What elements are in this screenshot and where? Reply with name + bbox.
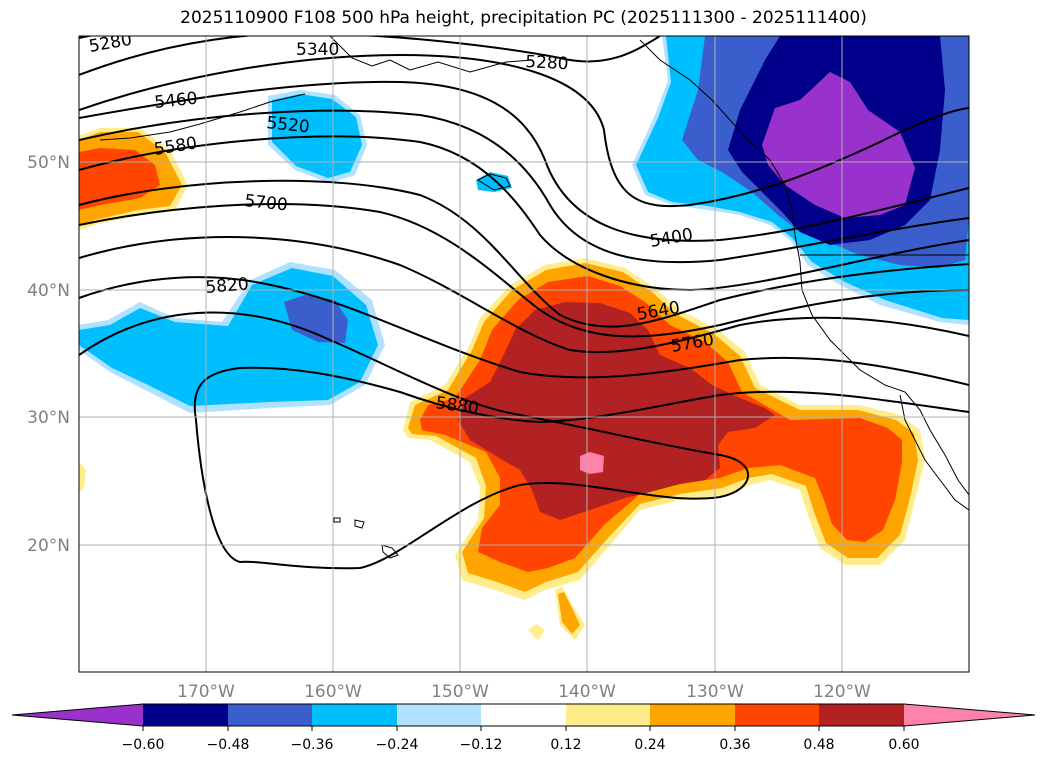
colorbar-label-9: 0.48 xyxy=(803,737,834,753)
colorbar-segment-9 xyxy=(819,704,904,726)
lon-label-140w: 140°W xyxy=(558,682,616,702)
graticule xyxy=(79,36,969,672)
contour-5580 xyxy=(79,135,969,292)
colorbar-extend-low xyxy=(12,704,143,726)
contour-label-5580: 5580 xyxy=(153,133,199,160)
lon-label-160w: 160°W xyxy=(304,682,362,702)
contour-labels: 5280 5340 5280 5460 5520 5580 5700 5400 … xyxy=(87,30,715,419)
contour-label-5280-east: 5280 xyxy=(525,52,569,74)
shade-pos-red-nw xyxy=(79,148,160,210)
coast-island-mid xyxy=(476,173,511,191)
coast-hawaii-2 xyxy=(354,519,365,529)
lat-label-50n: 50°N xyxy=(27,153,70,173)
shade-pos-yellow-edge xyxy=(79,462,86,492)
colorbar-ticks xyxy=(142,726,905,731)
contour-label-5820: 5820 xyxy=(205,274,250,298)
coast-aleutians xyxy=(99,93,306,141)
positive-anomaly-shading xyxy=(79,128,925,640)
contour-5700 xyxy=(79,203,969,338)
contour-5400 xyxy=(79,53,969,208)
colorbar-segment-1 xyxy=(143,704,228,726)
lat-label-40n: 40°N xyxy=(27,281,70,301)
lat-label-30n: 30°N xyxy=(27,408,70,428)
contour-5460 xyxy=(79,80,969,242)
colorbar-segment-8 xyxy=(735,704,819,726)
lon-label-150w: 150°W xyxy=(431,682,489,702)
coast-hawaii-1 xyxy=(381,544,399,559)
shade-neg-purple-ne xyxy=(762,72,915,218)
contour-5760 xyxy=(79,236,969,354)
height-contours xyxy=(79,36,969,570)
latitude-labels: 50°N 40°N 30°N 20°N xyxy=(27,153,70,556)
colorbar-label-10: 0.60 xyxy=(888,737,919,753)
negative-anomaly-shading xyxy=(79,36,969,413)
contour-label-5280-west: 5280 xyxy=(87,30,133,57)
lat-label-20n: 20°N xyxy=(27,536,70,556)
coast-hawaii-3 xyxy=(333,517,341,523)
contour-5520 xyxy=(79,109,969,264)
lon-label-120w: 120°W xyxy=(813,682,871,702)
contour-label-5340: 5340 xyxy=(296,40,339,60)
colorbar-label-1: −0.60 xyxy=(122,737,165,753)
contour-5880 xyxy=(79,311,969,570)
colorbar-label-7: 0.24 xyxy=(634,737,665,753)
shade-pos-yellow-dot xyxy=(528,624,545,640)
colorbar-segment-2 xyxy=(228,704,312,726)
colorbar-label-5: −0.12 xyxy=(460,737,503,753)
map-title: 2025110900 F108 500 hPa height, precipit… xyxy=(180,8,867,28)
contour-label-5400: 5400 xyxy=(648,225,694,252)
colorbar-segment-3 xyxy=(312,704,397,726)
colorbar-segment-6 xyxy=(566,704,650,726)
map-frame xyxy=(78,35,970,673)
colorbar-label-4: −0.24 xyxy=(376,737,419,753)
colorbar-segment-4 xyxy=(397,704,481,726)
shade-neg-royalblue-w xyxy=(284,295,348,343)
contour-5820 xyxy=(79,276,969,386)
shade-pos-orange-small xyxy=(558,592,580,634)
colorbar-label-8: 0.36 xyxy=(719,737,750,753)
contour-label-5520: 5520 xyxy=(265,113,310,137)
colorbar-extend-high xyxy=(904,704,1035,726)
map-plot-area: 5280 5340 5280 5460 5520 5580 5700 5400 … xyxy=(79,30,969,672)
contour-label-5700: 5700 xyxy=(243,191,288,215)
shade-pos-firebrick-main xyxy=(458,302,775,520)
colorbar-label-3: −0.36 xyxy=(291,737,334,753)
contour-label-5460: 5460 xyxy=(153,89,198,113)
colorbar: −0.60 −0.48 −0.36 −0.24 −0.12 0.12 0.24 … xyxy=(11,703,1036,753)
colorbar-segment-7 xyxy=(650,704,735,726)
contour-5340 xyxy=(79,36,661,76)
longitude-labels: 170°W 160°W 150°W 140°W 130°W 120°W xyxy=(177,682,871,702)
colorbar-label-2: −0.48 xyxy=(207,737,250,753)
lon-label-170w: 170°W xyxy=(177,682,235,702)
contour-5640 xyxy=(79,179,969,328)
coast-alaska xyxy=(329,36,533,73)
shade-pos-pink-core xyxy=(580,452,604,474)
coast-alaska-panhandle xyxy=(639,39,796,236)
colorbar-label-6: 0.12 xyxy=(550,737,581,753)
lon-label-130w: 130°W xyxy=(686,682,744,702)
coast-baja xyxy=(899,394,969,511)
colorbar-segment-5 xyxy=(481,704,566,726)
